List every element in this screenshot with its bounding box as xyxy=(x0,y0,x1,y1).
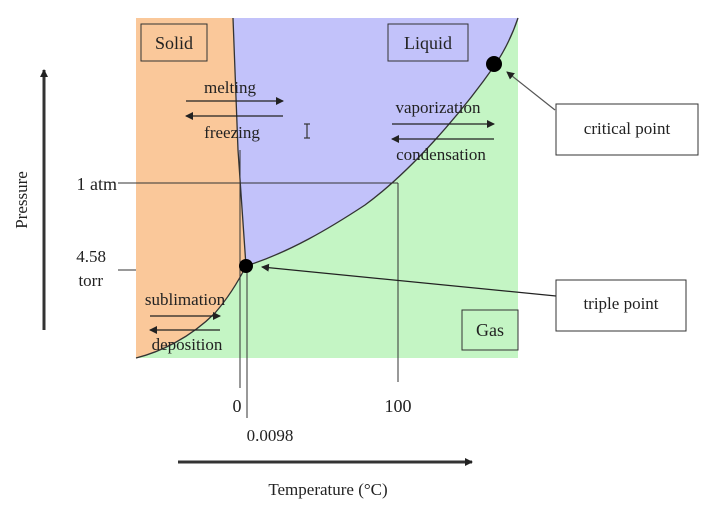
critical-point-callout xyxy=(555,103,699,156)
gas-region xyxy=(136,18,518,358)
y-tick-1atm: 1 atm xyxy=(77,174,118,194)
y-tick-torr: torr xyxy=(78,271,103,290)
solid-label: Solid xyxy=(155,33,193,53)
triple-point-label: triple point xyxy=(583,294,658,313)
gas-label-box xyxy=(461,309,519,351)
x-tick-0098: 0.0098 xyxy=(247,426,294,445)
gas-label: Gas xyxy=(476,320,504,340)
triple-point-callout xyxy=(555,279,687,332)
critical-point-label: critical point xyxy=(584,119,671,138)
condensation-label: condensation xyxy=(396,145,486,164)
x-tick-100: 100 xyxy=(385,396,412,416)
liquid-region xyxy=(233,18,518,266)
temperature-axis-label: Temperature (°C) xyxy=(268,480,387,499)
triple-point-dot xyxy=(239,259,253,273)
x-tick-0: 0 xyxy=(233,396,242,416)
critical-point-leader xyxy=(506,71,556,111)
vaporization-curve xyxy=(245,17,519,267)
liquid-label-box xyxy=(387,23,469,62)
y-tick-458: 4.58 xyxy=(76,247,106,266)
freezing-label: freezing xyxy=(204,123,260,142)
solid-region xyxy=(136,18,246,358)
vaporization-label: vaporization xyxy=(396,98,481,117)
deposition-label: deposition xyxy=(152,335,223,354)
fusion-curve xyxy=(232,17,247,267)
triple-point-leader xyxy=(261,263,557,297)
solid-label-box xyxy=(140,23,208,62)
liquid-label: Liquid xyxy=(404,33,452,53)
melting-label: melting xyxy=(204,78,256,97)
text-cursor-icon xyxy=(304,123,310,139)
sublimation-label: sublimation xyxy=(145,290,226,309)
critical-point-dot xyxy=(486,56,502,72)
pressure-axis-label: Pressure xyxy=(12,171,31,229)
